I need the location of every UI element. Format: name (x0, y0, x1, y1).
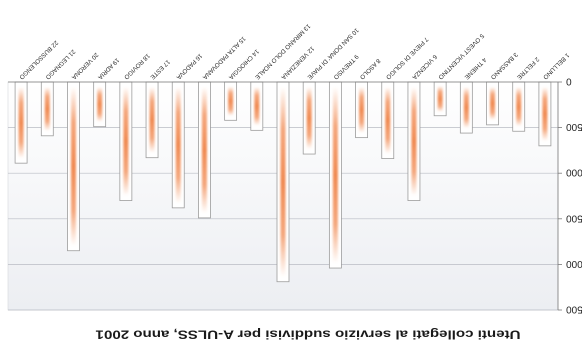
x-tick-label: 4 THIENE (463, 56, 488, 81)
y-tick-label: 2000 (566, 258, 582, 269)
bar (119, 81, 133, 201)
bar-highlight (280, 87, 286, 277)
chart-title: Utenti collegati al servizio suddivisi p… (95, 328, 520, 340)
bar-highlight (149, 87, 155, 153)
axes (8, 81, 562, 311)
x-tick-label: 3 BASSANO (489, 51, 519, 81)
bar (67, 81, 80, 252)
chart-content: Utenti collegati al servizio suddivisi p… (7, 22, 582, 340)
x-tick-label: 10 SAN DONA' DI PIAVE (306, 26, 360, 80)
bar (486, 81, 499, 126)
bar (512, 81, 526, 132)
bar-highlight (201, 87, 207, 213)
bar-highlight (228, 86, 234, 116)
x-tick-label: 6 VICENZA (410, 53, 438, 81)
bar-highlight (359, 87, 365, 133)
bar-highlight (97, 87, 103, 122)
y-axis-tick-labels: 0 500 1000 1500 2000 2500 (566, 76, 582, 315)
x-tick-label: 8 ASOLO (358, 57, 382, 81)
x-tick-label: 9 TREVISO (332, 53, 360, 81)
bar (14, 81, 28, 164)
bar-highlight (254, 87, 260, 126)
bar-highlight (44, 87, 50, 131)
x-tick-label: 18 ROVIGO (122, 52, 151, 81)
y-tick-label: 1500 (566, 212, 582, 223)
bar (459, 81, 473, 134)
bar (250, 81, 264, 131)
bar (407, 81, 421, 201)
bar (276, 81, 290, 283)
bar-highlight (516, 87, 522, 127)
bar (171, 81, 185, 209)
bar-highlight (411, 87, 417, 196)
bar (433, 81, 447, 117)
bar (538, 81, 552, 147)
bar-highlight (175, 87, 181, 203)
bar (93, 81, 107, 128)
bar-highlight (306, 87, 312, 150)
bar-highlight (332, 87, 338, 264)
bar-highlight (70, 87, 76, 246)
bar (145, 81, 159, 159)
y-tick-label: 2500 (566, 304, 582, 315)
bar (302, 81, 316, 155)
bar-highlight (542, 87, 548, 141)
bar (198, 81, 211, 219)
bar (381, 81, 395, 160)
x-tick-label: 2 FELTRE (515, 55, 540, 80)
y-tick-label: 0 (566, 76, 572, 87)
bar (40, 81, 54, 137)
bar-highlight (463, 87, 469, 129)
x-tick-label: 13 MIRANO DOLO NOALE (253, 22, 311, 80)
bar-highlight (123, 87, 129, 196)
bar-highlight (437, 86, 443, 112)
x-tick-label: 19 ADRIA (96, 56, 121, 81)
bar (355, 81, 368, 139)
bar-highlight (490, 87, 496, 120)
x-tick-label: 5 OVEST VICENTINO (437, 32, 486, 81)
y-tick-label: 500 (566, 121, 582, 132)
bar (328, 81, 342, 269)
bar (224, 81, 238, 121)
bar-highlight (385, 87, 391, 154)
x-tick-label: 16 PADOVA (174, 52, 203, 81)
x-tick-label: 17 ESTE (149, 58, 171, 80)
y-tick-label: 1000 (566, 167, 582, 178)
bar-highlight (18, 87, 24, 159)
